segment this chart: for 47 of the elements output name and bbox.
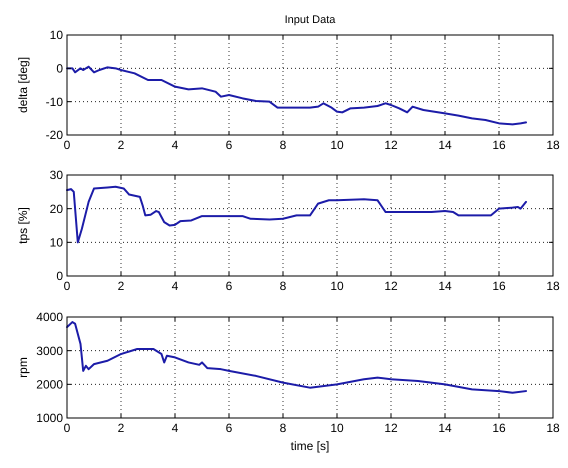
x-tick-label: 2 [118,421,125,435]
x-tick-label: 4 [172,421,179,435]
x-axis-title: time [s] [290,439,330,453]
x-tick-label: 2 [118,138,125,152]
y-tick-label: -10 [46,94,64,109]
x-tick-label: 6 [226,138,233,152]
y-axis-title: tps [%] [16,207,30,244]
y-axis-title: rpm [16,357,30,378]
x-tick-label: 4 [172,279,179,293]
x-tick-label: 6 [226,421,233,435]
y-tick-label: -20 [46,128,64,142]
y-tick-label: 3000 [36,344,64,358]
y-tick-label: 2000 [36,378,64,392]
x-tick-label: 8 [280,421,287,435]
x-tick-label: 14 [438,279,452,293]
y-tick-label: 30 [50,168,64,182]
x-tick-label: 18 [546,421,560,435]
x-tick-label: 14 [438,138,452,152]
x-tick-label: 14 [438,421,452,435]
x-tick-label: 12 [384,421,398,435]
y-axis-title: delta [deg] [16,56,30,114]
line-series [66,321,527,394]
chart-title: Input Data [284,14,336,26]
x-tick-label: 8 [280,138,287,152]
y-tick-label: 10 [50,236,64,250]
x-tick-label: 12 [384,138,398,152]
y-tick-label: 0 [56,269,64,284]
y-tick-label: 4000 [36,310,64,324]
x-tick-label: 18 [546,138,560,152]
x-tick-label: 2 [118,279,125,293]
y-tick-label: 1000 [36,411,64,426]
x-tick-label: 16 [492,421,506,435]
x-tick-label: 6 [226,279,233,293]
x-tick-label: 4 [172,138,179,152]
line-series [66,66,527,126]
y-tick-label: 10 [50,28,64,42]
x-tick-label: 8 [280,279,287,293]
x-tick-label: 10 [330,138,344,152]
x-tick-label: 18 [546,279,560,293]
line-series [66,186,527,244]
x-tick-label: 10 [330,421,344,435]
x-tick-label: 16 [492,138,506,152]
y-tick-label: 20 [50,202,64,216]
x-tick-label: 10 [330,279,344,293]
y-tick-label: 0 [56,62,64,76]
x-tick-label: 12 [384,279,398,293]
x-tick-label: 16 [492,279,506,293]
